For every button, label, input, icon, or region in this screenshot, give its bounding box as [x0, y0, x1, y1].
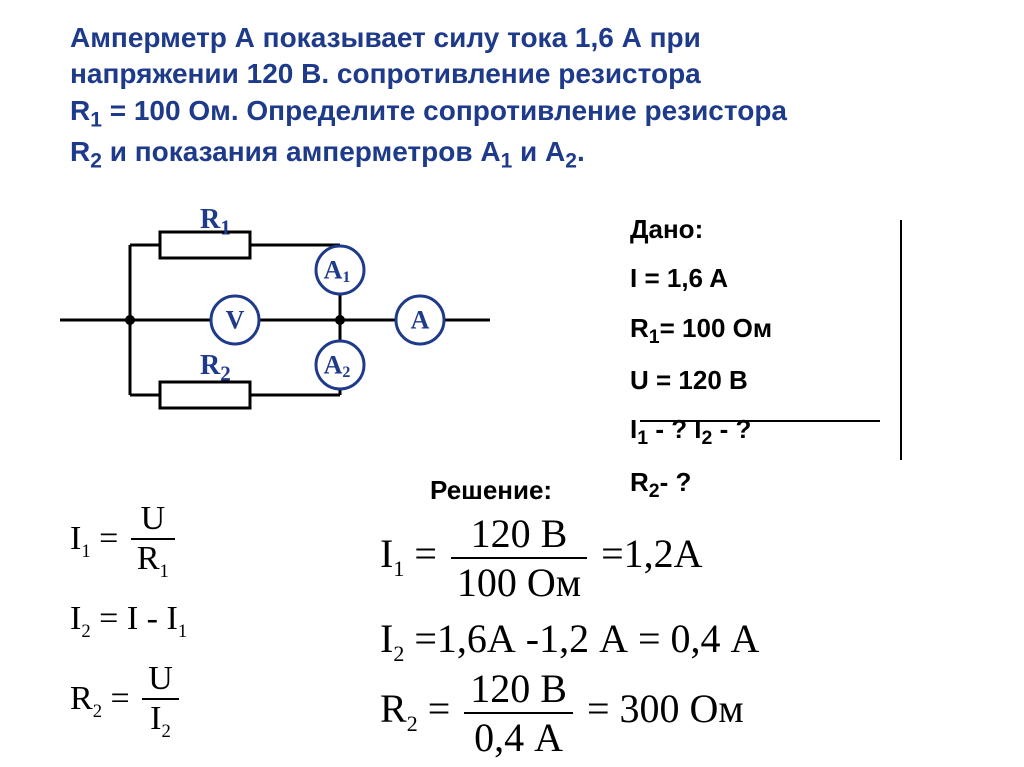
title-line3b: = 100 Ом. Определите сопротивление резис…: [102, 95, 787, 126]
title-r1-sub: 1: [90, 108, 102, 131]
given-vline: [900, 220, 902, 460]
title-r2-sub: 2: [90, 149, 102, 172]
r1-label: R1: [200, 204, 231, 241]
given-i1i2: I1 - ? I2 - ?: [630, 405, 772, 457]
given-i: I = 1,6 A: [630, 254, 772, 303]
given-u: U = 120 В: [630, 356, 772, 405]
solution-label: Решение:: [430, 475, 552, 506]
given-heading: Дано:: [630, 205, 772, 254]
circuit-svg: V A1 A2 A: [60, 210, 490, 430]
calc-i1: I1 = 120 В100 Ом =1,2А: [380, 510, 703, 606]
title-a1-sub: 1: [501, 149, 513, 172]
title-line4b: и показания амперметров А: [102, 136, 501, 167]
formula-i1: I1 = UR1: [70, 500, 179, 583]
svg-text:V: V: [226, 306, 245, 335]
title-line4d: .: [577, 136, 585, 167]
title-line2: напряжении 120 В. сопротивление резистор…: [70, 58, 701, 89]
title-r1: R: [70, 95, 90, 126]
formula-r2: R2 = UI2: [70, 660, 183, 743]
title-line4c: и А: [512, 136, 565, 167]
given-r2: R2- ?: [630, 458, 772, 510]
svg-text:A: A: [411, 306, 430, 335]
problem-title: Амперметр А показывает силу тока 1,6 А п…: [70, 20, 920, 175]
formula-i2: I2 = I - I1: [70, 600, 187, 643]
given-r1: R1= 100 Ом: [630, 304, 772, 356]
calc-r2: R2 = 120 В0,4 А = 300 Ом: [380, 665, 744, 761]
title-a2-sub: 2: [565, 149, 577, 172]
title-r2: R: [70, 136, 90, 167]
given-block: Дано: I = 1,6 A R1= 100 Ом U = 120 В I1 …: [630, 205, 772, 510]
calc-i2: I2 =1,6А -1,2 А = 0,4 А: [380, 615, 759, 667]
title-line1: Амперметр А показывает силу тока 1,6 А п…: [70, 22, 701, 53]
given-hline: [640, 420, 880, 422]
circuit-diagram: V A1 A2 A R1 R2: [60, 210, 490, 430]
r2-label: R2: [200, 350, 231, 387]
